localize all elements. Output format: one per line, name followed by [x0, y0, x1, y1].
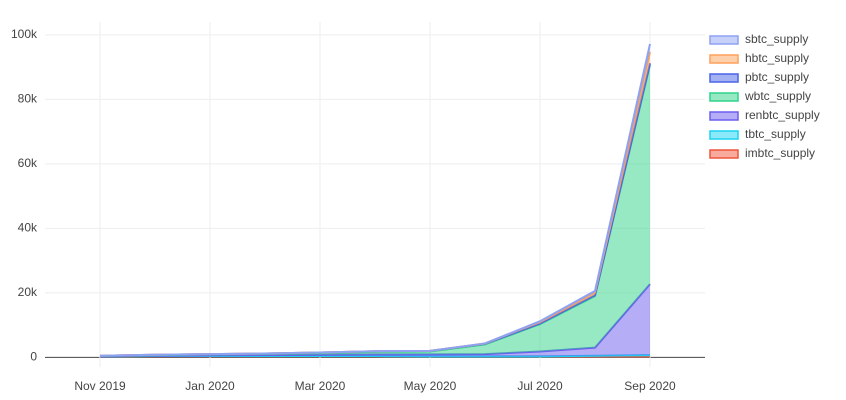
- legend-swatch: [709, 111, 739, 121]
- legend-swatch: [709, 54, 739, 64]
- legend-swatch: [709, 149, 739, 159]
- area-line: [99, 43, 651, 357]
- legend-label: pbtc_supply: [745, 70, 809, 84]
- area-fill: [100, 284, 650, 357]
- x-tick-label: Nov 2019: [74, 379, 126, 393]
- area-fill: [100, 64, 650, 357]
- x-tick-label: Jul 2020: [517, 379, 563, 393]
- x-tick-label: May 2020: [404, 379, 457, 393]
- x-tick-label: Sep 2020: [624, 379, 676, 393]
- x-tick-label: Mar 2020: [295, 379, 346, 393]
- legend-label: sbtc_supply: [745, 32, 808, 46]
- legend-swatch: [709, 73, 739, 83]
- y-tick-label: 20k: [18, 285, 38, 299]
- legend-swatch: [709, 130, 739, 140]
- y-tick-label: 80k: [18, 92, 38, 106]
- legend-label: wbtc_supply: [744, 89, 811, 103]
- y-tick-label: 60k: [18, 156, 38, 170]
- legend-label: tbtc_supply: [745, 127, 806, 141]
- legend-label: renbtc_supply: [745, 108, 820, 122]
- x-tick-label: Jan 2020: [185, 379, 235, 393]
- legend-swatch: [709, 35, 739, 45]
- y-tick-label: 0: [30, 349, 37, 363]
- legend-swatch: [709, 92, 739, 102]
- legend-label: hbtc_supply: [745, 51, 809, 65]
- y-tick-label: 100k: [11, 27, 38, 41]
- y-tick-label: 40k: [18, 221, 38, 235]
- legend-label: imbtc_supply: [745, 146, 815, 160]
